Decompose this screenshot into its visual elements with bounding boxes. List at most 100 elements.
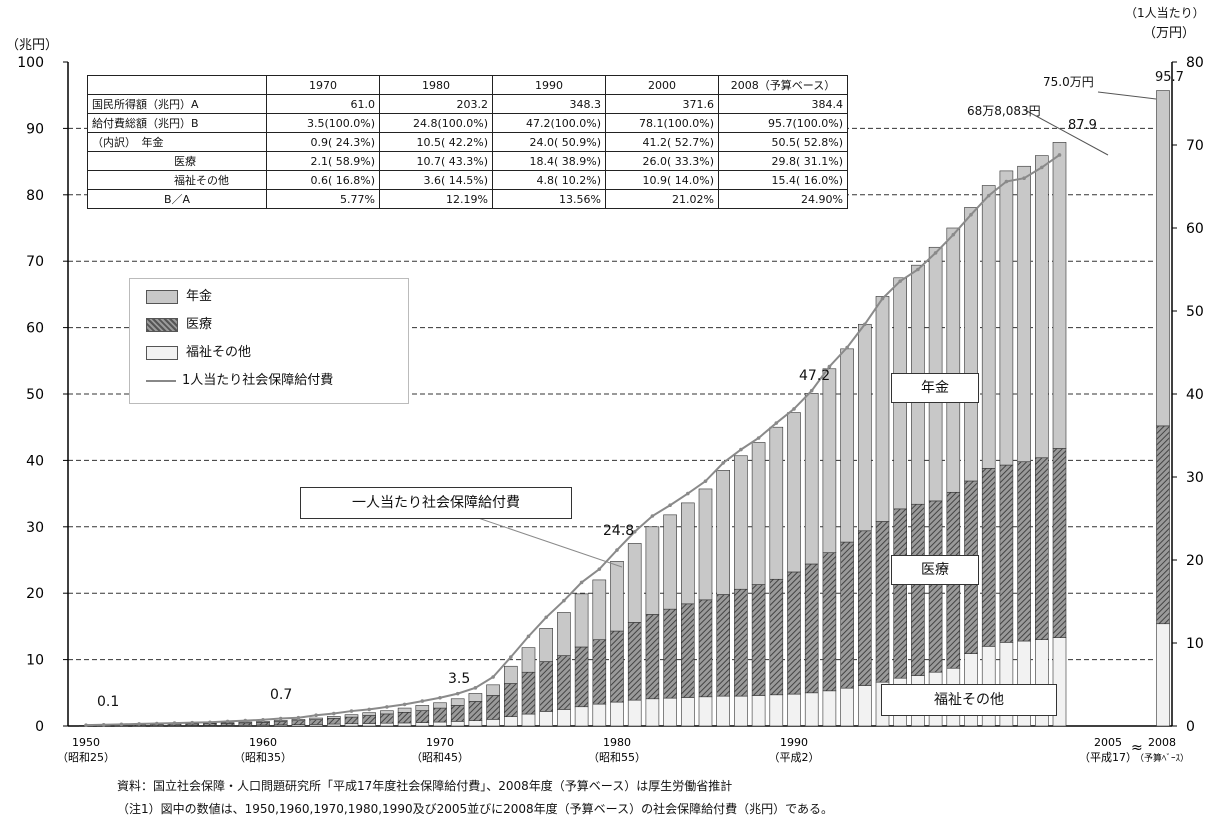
bar-medical (627, 622, 642, 701)
bar-medical (273, 721, 288, 726)
bar-welfare (822, 690, 837, 727)
per-capita-point (933, 251, 938, 255)
bar-medical (1052, 448, 1067, 638)
table-cell: 5.77% (266, 189, 380, 209)
table-cell: 41.2( 52.7%) (605, 132, 719, 152)
bar-welfare (362, 723, 377, 727)
bar-pension (627, 543, 642, 623)
bar-pension (503, 665, 518, 684)
per-capita-point (986, 193, 991, 198)
table-cell: 21.02% (605, 189, 719, 209)
table-cell: 2008（予算ベース） (718, 75, 848, 95)
bar-welfare (344, 723, 359, 727)
table-cell: 2.1( 58.9%) (266, 151, 380, 171)
source-note: 資料：国立社会保障・人口問題研究所「平成17年度社会保障給付費」、2008年度（… (117, 779, 733, 793)
per-capita-point (774, 421, 779, 425)
table-cell: 10.7( 43.3%) (379, 151, 493, 171)
bar-medical (1017, 461, 1031, 642)
bar-medical (981, 468, 996, 647)
x-tick-era: （平成17） (1079, 751, 1137, 764)
legend-item-welfare: 福祉その他 (146, 344, 251, 362)
bar-medical (857, 530, 872, 686)
bar-pension (273, 720, 288, 722)
bar-medical (344, 716, 359, 725)
bar-medical (592, 639, 607, 705)
value-label-2008: 95.7 (1155, 70, 1184, 85)
bar-welfare (397, 722, 412, 727)
legend-item-per-capita: 1人当たり社会保障給付費 (146, 372, 333, 390)
value-label-1950: 0.1 (97, 694, 120, 710)
x-tick-year: 2008 (1148, 736, 1176, 749)
per-capita-point (792, 407, 796, 411)
bar-medical (716, 594, 731, 697)
bar-medical (238, 722, 253, 726)
legend-swatch-medical (146, 317, 178, 332)
per-capita-point (880, 296, 885, 301)
legend-label: 1人当たり社会保障給付費 (182, 373, 334, 388)
table-row: 医療 2.1( 58.9%) 10.7( 43.3%) 18.4( 38.9%)… (87, 151, 848, 171)
per-capita-point (579, 580, 584, 585)
bar-pension (397, 707, 412, 713)
legend-swatch-pension (146, 289, 178, 304)
per-capita-point (686, 491, 690, 496)
bar-medical (362, 715, 377, 724)
bar-pension (433, 702, 447, 709)
per-capita-point (544, 615, 548, 620)
bar-pension (804, 393, 819, 565)
bar-pension (326, 716, 341, 719)
bar-pension (1156, 90, 1170, 427)
bar-medical (928, 500, 943, 673)
bar-pension (468, 693, 483, 702)
x-tick-year: 1960 (249, 736, 277, 749)
bar-medical (557, 655, 571, 710)
per-capita-point (84, 723, 88, 727)
bar-medical (256, 722, 270, 726)
bar-medical (539, 661, 554, 712)
bar-pension (964, 207, 978, 482)
bar-medical (486, 695, 500, 720)
per-capita-point (898, 279, 902, 283)
bar-medical (822, 552, 837, 692)
value-label-1980: 24.8 (603, 523, 635, 539)
bar-medical (911, 503, 925, 676)
bar-welfare (415, 722, 430, 727)
bar-medical (769, 578, 784, 696)
per-capita-point (137, 722, 141, 726)
table-cell: 29.8( 31.1%) (718, 151, 848, 171)
table-cell: 1980 (379, 75, 493, 95)
per-capita-point (296, 715, 301, 720)
bar-welfare (716, 695, 731, 727)
legend: 年金 医療 福祉その他 1人当たり社会保障給付費 (129, 278, 409, 404)
x-tick-era: （平成2） (769, 751, 820, 764)
bar-pension (787, 412, 801, 573)
x-tick-year: 1980 (603, 736, 631, 749)
table-cell: 0.9( 24.3%) (266, 132, 380, 152)
per-capita-point (916, 267, 920, 272)
per-capita-point (526, 634, 531, 639)
bar-medical (999, 464, 1014, 643)
bar-pension (946, 227, 961, 493)
per-capita-point (101, 722, 106, 727)
value-label-1990: 47.2 (799, 368, 831, 384)
table-cell: 国民所得額（兆円）A (87, 94, 267, 114)
leader-line (1097, 91, 1157, 100)
per-capita-line (85, 154, 1061, 727)
bar-medical (875, 521, 890, 683)
bar-medical (734, 588, 748, 697)
y-tick-left: 0 (35, 719, 44, 735)
per-capita-point (809, 388, 814, 393)
y-tick-right: 80 (1186, 55, 1204, 71)
table-cell: 1970 (266, 75, 380, 95)
bar-pension (698, 488, 713, 601)
y-tick-left: 90 (26, 121, 44, 137)
bar-pension (344, 714, 359, 718)
bar-medical (521, 671, 536, 715)
per-capita-point (721, 461, 725, 465)
bar-pension (610, 561, 624, 632)
bar-welfare (663, 697, 677, 727)
bar-pension (769, 426, 784, 580)
bar-welfare (521, 713, 536, 727)
per-capita-label-2008: 75.0万円 (1043, 75, 1094, 89)
welfare-callout: 福祉その他 (881, 684, 1057, 716)
per-capita-point (703, 479, 708, 483)
